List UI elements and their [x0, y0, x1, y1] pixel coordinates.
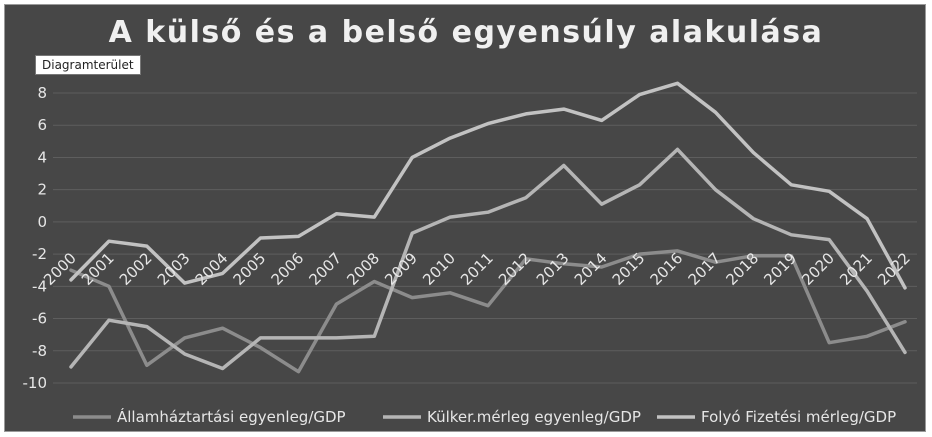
y-tick-label: -2: [32, 245, 47, 263]
x-tick-label: 2006: [268, 249, 308, 289]
x-tick-label: 2011: [457, 249, 497, 289]
x-tick-label: 2005: [230, 249, 270, 289]
chart-title: A külső és a belső egyensúly alakulása: [108, 15, 824, 50]
y-tick-label: 4: [37, 148, 47, 166]
legend-label-3[interactable]: Folyó Fizetési mérleg/GDP: [701, 408, 896, 426]
chart-area[interactable]: A külső és a belső egyensúly alakulása D…: [4, 4, 926, 432]
x-tick-label: 2010: [419, 249, 459, 289]
y-tick-label: 2: [37, 181, 47, 199]
plot-area[interactable]: -10 -8 -6 -4 -2 0 2 4 6 8 20002001200220032004200…: [5, 5, 927, 433]
x-tick-label: 2022: [874, 249, 914, 289]
chart-area-tooltip: Diagramterület: [35, 55, 141, 75]
series-line-2[interactable]: [69, 147, 907, 371]
x-tick-label: 2012: [495, 249, 535, 289]
legend-label-2[interactable]: Külker.mérleg egyenleg/GDP: [427, 408, 641, 426]
y-tick-label: -10: [23, 374, 48, 392]
y-tick-label: 0: [37, 213, 47, 231]
y-axis-ticks: -10 -8 -6 -4 -2 0 2 4 6 8: [23, 84, 48, 392]
y-tick-label: -4: [32, 277, 47, 295]
x-tick-label: 2007: [305, 249, 345, 289]
legend-label-1[interactable]: Államháztartási egyenleg/GDP: [117, 407, 346, 426]
x-axis-ticks: 2000200120022003200420052006200720082009…: [40, 249, 914, 289]
x-tick-label: 2013: [533, 249, 573, 289]
y-tick-label: -8: [32, 342, 47, 360]
x-tick-label: 2020: [798, 249, 838, 289]
x-tick-label: 2002: [116, 249, 156, 289]
y-tick-label: 6: [37, 116, 47, 134]
series-lines: [69, 81, 907, 374]
x-tick-label: 2009: [381, 249, 421, 289]
x-tick-label: 2014: [571, 249, 611, 289]
series-line-3[interactable]: [69, 81, 907, 290]
series-line-1[interactable]: [69, 249, 907, 374]
y-tick-label: 8: [37, 84, 47, 102]
x-tick-label: 2016: [647, 249, 687, 289]
legend: Államháztartási egyenleg/GDP Külker.mérle…: [73, 407, 896, 426]
y-tick-label: -6: [32, 310, 47, 328]
